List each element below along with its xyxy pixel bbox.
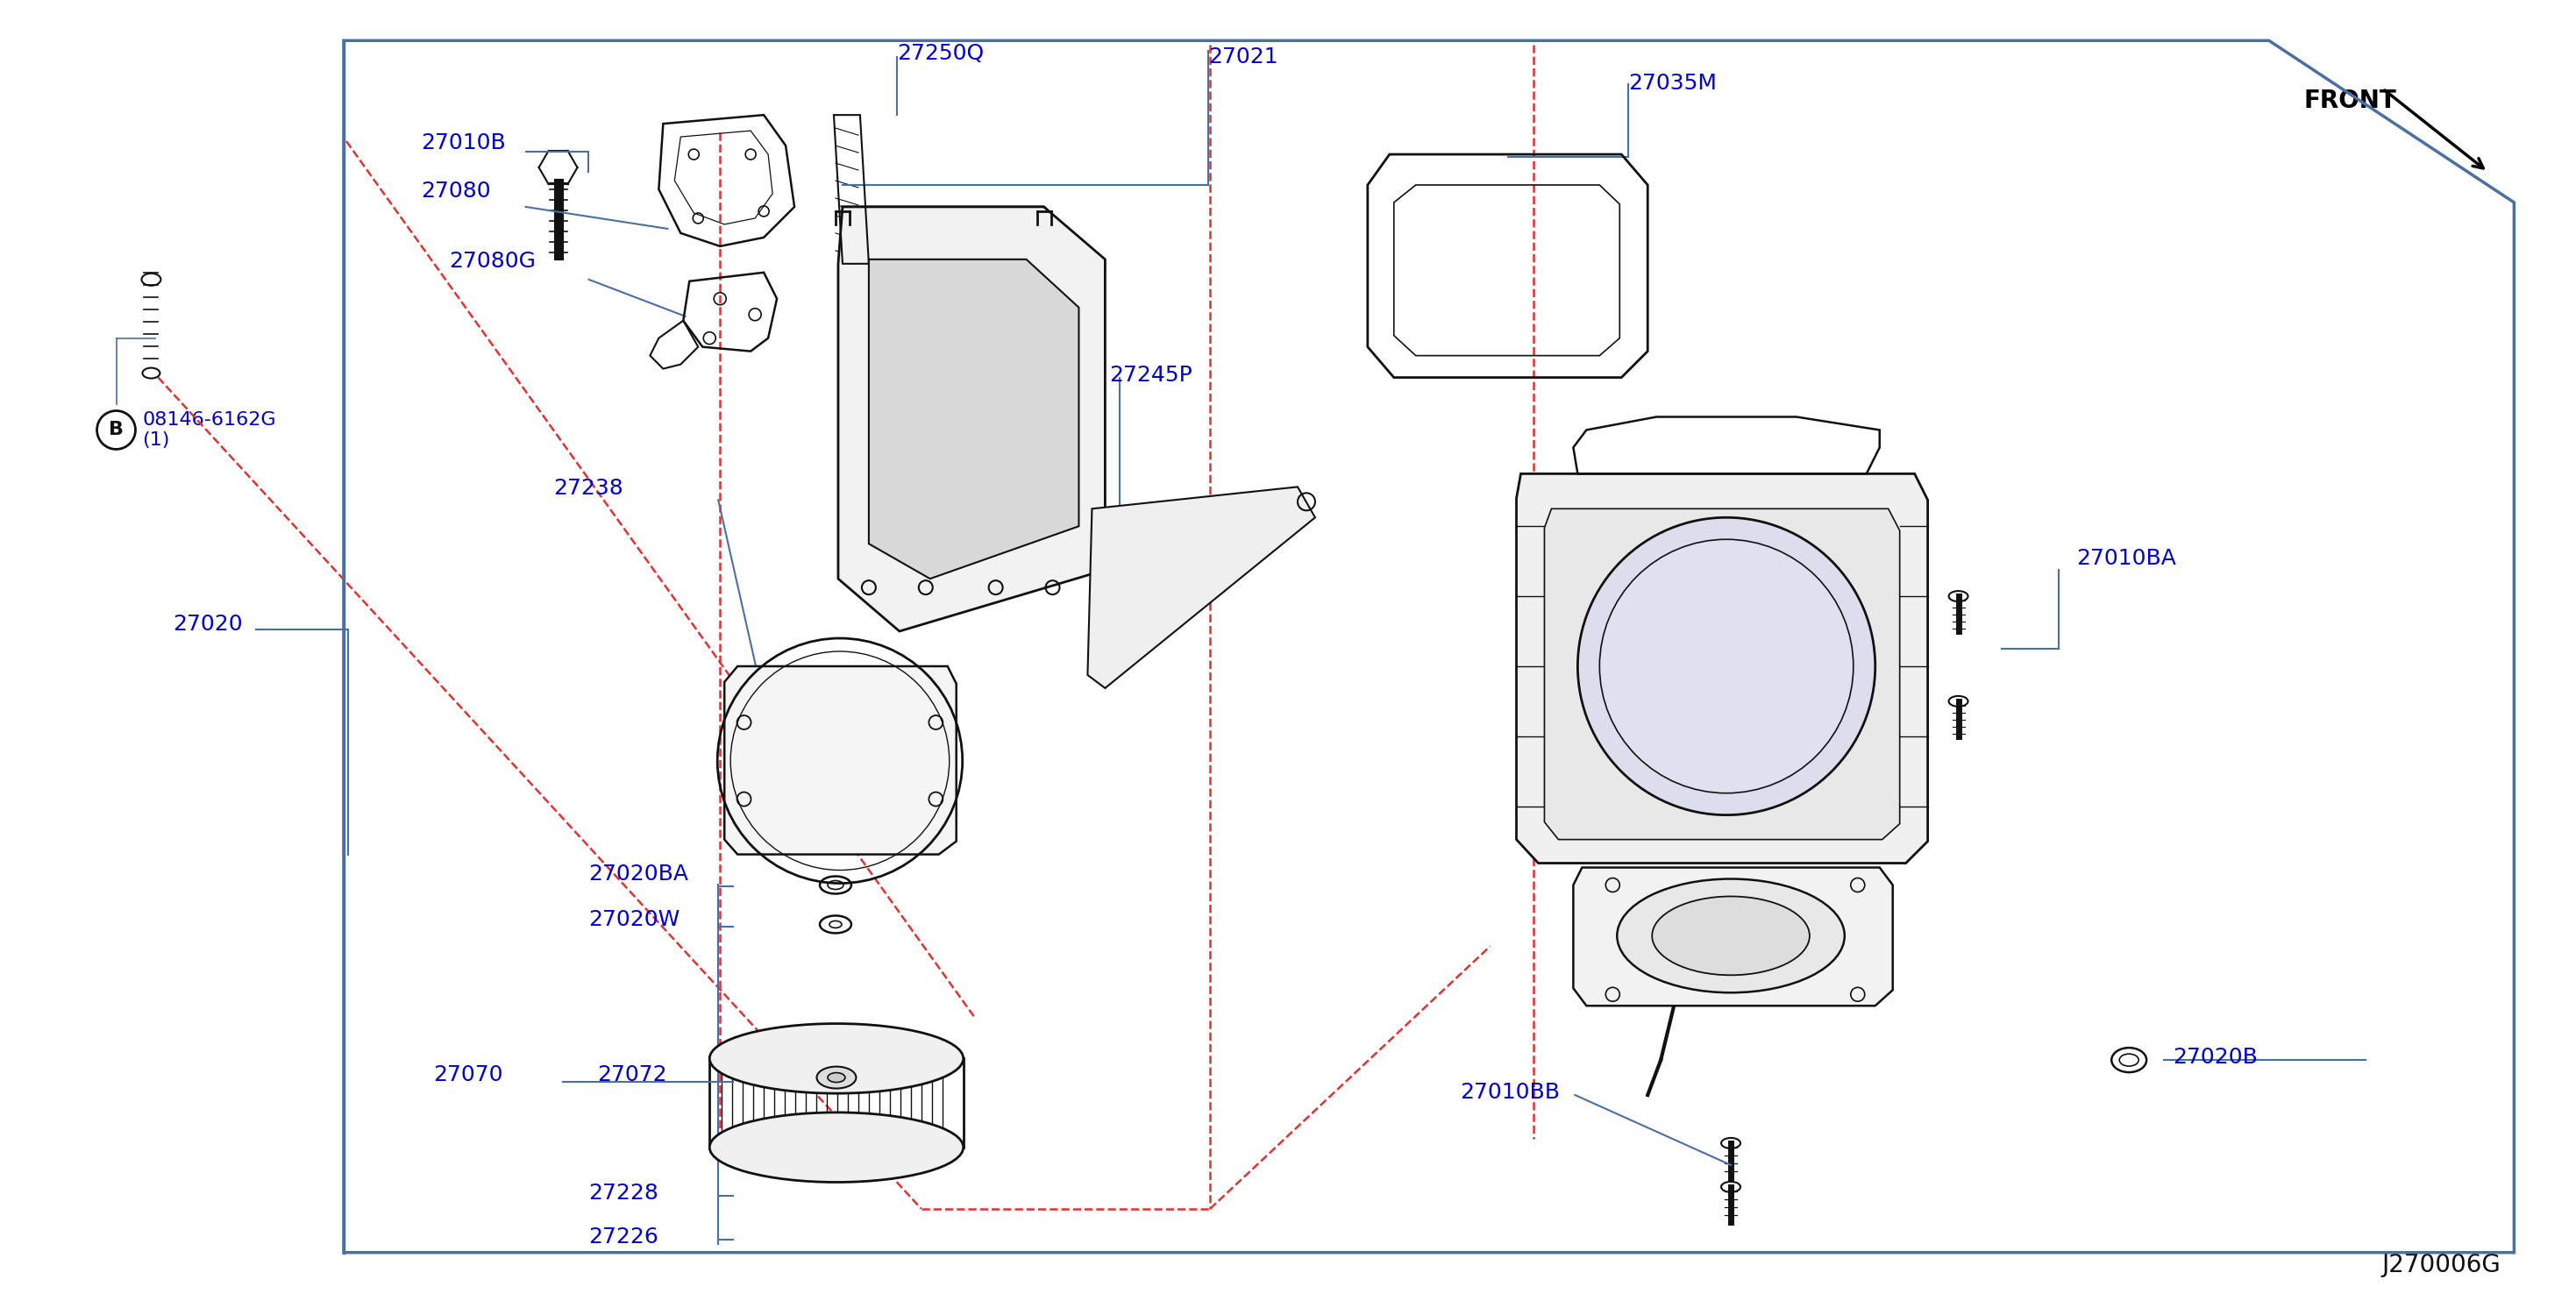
Ellipse shape — [1651, 896, 1808, 976]
Ellipse shape — [1600, 540, 1852, 794]
Polygon shape — [724, 666, 956, 855]
Polygon shape — [842, 207, 1097, 255]
Ellipse shape — [817, 1067, 855, 1089]
Ellipse shape — [708, 1024, 963, 1093]
Polygon shape — [1087, 487, 1316, 688]
Text: 27228: 27228 — [590, 1183, 659, 1203]
Text: 27010B: 27010B — [420, 133, 505, 154]
Text: 27226: 27226 — [590, 1227, 659, 1248]
Text: 27080: 27080 — [420, 181, 489, 202]
Text: 27250Q: 27250Q — [896, 43, 984, 64]
Ellipse shape — [1577, 518, 1875, 814]
Polygon shape — [842, 255, 894, 544]
Polygon shape — [837, 207, 1105, 631]
Text: 27020: 27020 — [173, 614, 242, 635]
Text: 27072: 27072 — [598, 1064, 667, 1085]
Text: 27245P: 27245P — [1110, 364, 1193, 385]
Text: 27020BA: 27020BA — [590, 863, 688, 885]
Text: 27010BB: 27010BB — [1461, 1082, 1558, 1103]
Ellipse shape — [827, 1073, 845, 1082]
Text: 27070: 27070 — [433, 1064, 502, 1085]
Text: 27010BA: 27010BA — [2076, 548, 2177, 569]
Polygon shape — [1517, 474, 1927, 863]
Polygon shape — [1574, 868, 1893, 1006]
Text: 27021: 27021 — [1208, 47, 1278, 68]
Ellipse shape — [708, 1112, 963, 1183]
Text: 27080G: 27080G — [448, 251, 536, 272]
Text: J270006G: J270006G — [2383, 1253, 2501, 1278]
Text: 27020W: 27020W — [590, 909, 680, 930]
Text: FRONT: FRONT — [2303, 88, 2396, 113]
Polygon shape — [894, 255, 1097, 544]
Polygon shape — [868, 259, 1079, 579]
Text: 27238: 27238 — [554, 477, 623, 500]
Text: B: B — [108, 422, 124, 438]
Text: 27020B: 27020B — [2172, 1047, 2257, 1068]
Text: 08146-6162G
(1): 08146-6162G (1) — [142, 411, 276, 449]
Polygon shape — [1546, 509, 1899, 839]
Text: 27035M: 27035M — [1628, 73, 1718, 94]
Ellipse shape — [1618, 879, 1844, 993]
